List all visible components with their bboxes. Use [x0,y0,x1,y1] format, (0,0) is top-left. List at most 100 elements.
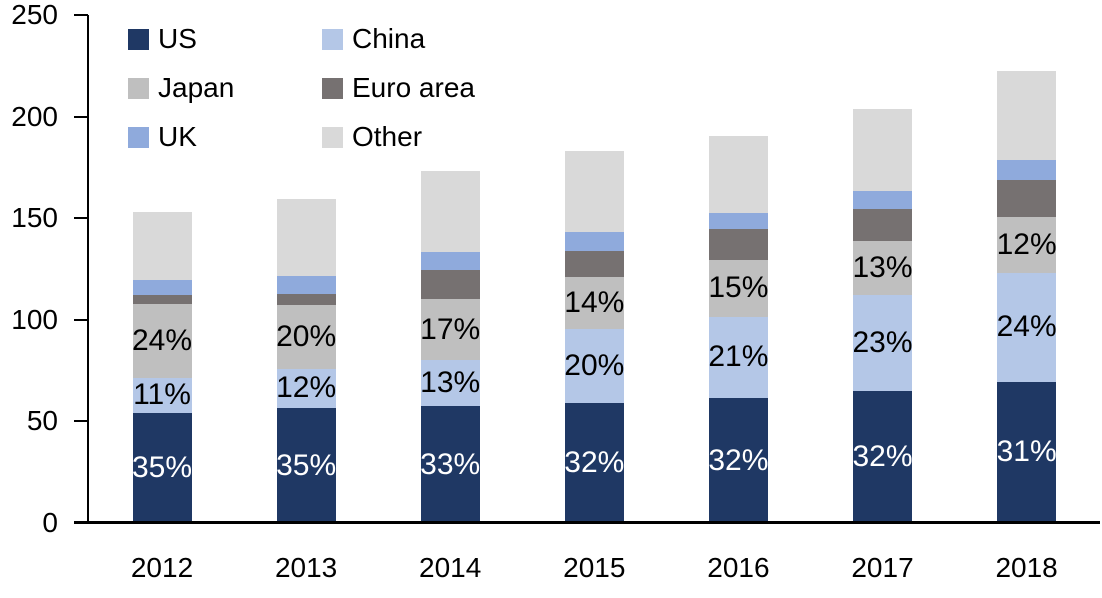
bar-segment-us-2012 [132,413,192,523]
y-axis-tick-label: 100 [11,303,58,335]
segment-label-china-2012: 11% [133,378,191,412]
bar-segment-uk-2014 [420,251,480,270]
bar-segment-other-2016 [708,135,768,214]
bar-segment-japan-2012 [132,303,192,378]
bar-segment-other-2014 [420,171,480,252]
bar-segment-china-2015 [564,328,624,404]
segment-label-japan-2016: 15% [708,271,769,305]
bar-segment-uk-2015 [564,232,624,251]
x-axis-label-2015: 2015 [563,552,626,583]
segment-label-japan-2014: 17% [420,312,481,346]
segment-label-china-2013: 12% [276,371,337,405]
legend-swatch-other [322,126,343,148]
bar-segment-china-2012 [132,377,192,414]
x-axis-line [74,521,1100,524]
bar-segment-euro-area-2016 [708,229,768,260]
segment-label-japan-2017: 13% [852,250,913,284]
y-axis-tick [74,522,88,524]
bar-segment-euro-area-2018 [997,179,1057,218]
legend-item-euro-area: Euro area [322,72,475,103]
y-axis-tick [74,217,88,220]
x-axis-label-2017: 2017 [851,552,914,583]
segment-label-us-2018: 31% [996,435,1057,469]
bar-segment-japan-2018 [997,217,1057,274]
bar-segment-japan-2013 [276,304,336,369]
segment-label-china-2014: 13% [420,366,481,400]
bar-segment-us-2014 [420,406,480,523]
bar-segment-us-2015 [564,403,624,523]
bar-segment-uk-2012 [132,280,192,296]
bar-segment-japan-2016 [708,259,768,317]
bar-segment-uk-2013 [276,276,336,295]
x-axis-label-2018: 2018 [995,552,1058,583]
bar-segment-euro-area-2015 [564,250,624,278]
legend-swatch-china [322,28,343,50]
bar-segment-china-2018 [997,273,1057,382]
bar-segment-japan-2015 [564,277,624,329]
y-axis-tick [74,420,88,423]
legend-swatch-euro-area [322,77,343,99]
bar-segment-uk-2017 [853,190,912,210]
y-axis-tick [74,115,88,118]
bar-segment-other-2015 [564,151,624,233]
legend-label-other: Other [352,121,423,152]
bar-segment-china-2017 [853,295,912,391]
segment-label-japan-2015: 14% [564,286,625,320]
bar-segment-us-2013 [276,408,336,523]
bar-segment-japan-2017 [853,240,912,296]
bar-segment-china-2016 [708,316,768,399]
bar-segment-us-2016 [708,398,768,523]
bar-segment-other-2018 [997,70,1057,161]
legend-item-other: Other [322,121,423,152]
segment-label-china-2018: 24% [996,310,1057,344]
bar-segment-japan-2014 [420,299,480,361]
bar-segment-uk-2018 [997,160,1057,180]
segment-label-japan-2013: 20% [276,319,337,353]
bar-segment-us-2018 [997,381,1057,523]
y-axis-tick [74,14,88,16]
legend-label-us: US [158,23,197,54]
bar-segment-china-2014 [420,360,480,407]
segment-label-china-2017: 23% [852,326,913,360]
legend-swatch-us [128,28,149,50]
x-axis-label-2016: 2016 [707,552,770,583]
segment-label-us-2015: 32% [564,446,625,480]
legend-label-euro-area: Euro area [352,72,475,103]
x-axis-label-2012: 2012 [130,552,194,583]
y-axis-tick-label: 150 [11,202,58,234]
segment-label-japan-2012: 24% [131,323,193,357]
y-axis-tick-label: 250 [11,0,58,30]
x-axis-label-2014: 2014 [419,552,482,583]
segment-label-us-2017: 32% [852,439,913,473]
y-axis-tick-label: 200 [11,100,58,132]
segment-label-china-2015: 20% [564,349,625,383]
legend-item-us: US [128,23,197,54]
segment-label-us-2014: 33% [420,447,481,481]
bar-segment-uk-2016 [708,213,768,230]
bar-segment-other-2017 [853,109,912,191]
segment-label-us-2016: 32% [708,443,769,477]
bar-segment-euro-area-2013 [276,294,336,305]
legend-swatch-japan [128,77,149,99]
legend-label-japan: Japan [158,72,235,103]
legend-item-china: China [322,23,426,54]
legend-item-uk: UK [128,121,197,152]
bar-segment-euro-area-2012 [132,295,192,304]
segment-label-us-2012: 35% [131,451,193,485]
legend-item-japan: Japan [128,72,235,103]
bar-segment-china-2013 [276,368,336,409]
bar-segment-other-2013 [276,198,336,277]
legend-label-uk: UK [158,121,197,152]
segment-label-japan-2018: 12% [996,228,1057,262]
segment-label-china-2016: 21% [708,340,769,374]
segment-label-us-2013: 35% [276,448,337,482]
y-axis-tick-label: 0 [42,507,58,538]
legend-label-china: China [352,23,426,54]
bar-segment-euro-area-2014 [420,270,480,300]
bar-segment-us-2017 [853,390,912,523]
y-axis-tick-label: 50 [26,405,58,437]
bar-segment-euro-area-2017 [853,209,912,241]
y-axis-line [87,15,89,523]
x-axis-label-2013: 2013 [274,552,338,583]
